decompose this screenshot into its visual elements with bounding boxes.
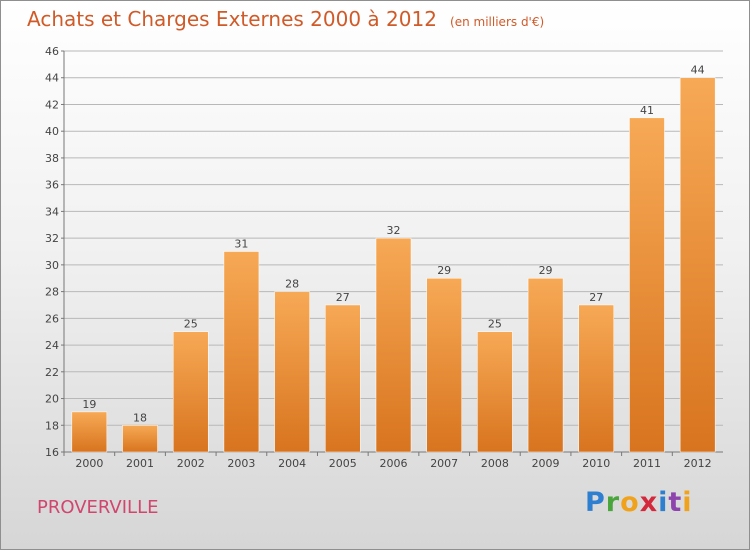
x-tick-label: 2004: [278, 457, 306, 470]
bar-value-label: 27: [336, 291, 350, 304]
bar-value-label: 27: [589, 291, 603, 304]
bar-value-label: 29: [437, 264, 451, 277]
logo-letter: P: [585, 487, 606, 518]
logo-letter: i: [682, 487, 693, 518]
y-tick-label: 20: [45, 393, 59, 406]
location-name: PROVERVILLE: [37, 497, 159, 518]
bar: [375, 237, 412, 453]
x-tick-label: 2001: [126, 457, 154, 470]
y-tick-label: 44: [45, 72, 59, 85]
x-tick-label: 2010: [582, 457, 610, 470]
bar-value-label: 32: [387, 224, 401, 237]
y-tick-label: 42: [45, 98, 59, 111]
logo-letter: i: [658, 487, 669, 518]
chart-subtitle: (en milliers d'€): [450, 15, 545, 29]
bar-value-label: 18: [133, 411, 147, 424]
bar: [629, 117, 665, 453]
bar: [578, 304, 615, 453]
x-tick-label: 2008: [481, 457, 509, 470]
x-tick-label: 2002: [177, 457, 205, 470]
y-tick-label: 26: [45, 312, 59, 325]
bar-value-label: 25: [488, 318, 502, 331]
bar: [172, 331, 209, 453]
y-tick-label: 24: [45, 339, 59, 352]
y-tick-label: 40: [45, 125, 59, 138]
logo-letter: o: [620, 487, 640, 518]
bar: [325, 304, 361, 453]
y-tick-label: 34: [45, 205, 59, 218]
bar: [527, 277, 564, 453]
y-tick-label: 30: [45, 259, 59, 272]
x-tick-label: 2009: [532, 457, 560, 470]
bar-value-label: 41: [640, 104, 654, 117]
y-tick-label: 38: [45, 152, 59, 165]
bar-value-label: 31: [234, 238, 248, 251]
bar-value-label: 44: [691, 64, 705, 77]
logo-letter: t: [668, 487, 683, 518]
y-tick-label: 22: [45, 366, 59, 379]
y-tick-label: 18: [45, 419, 59, 432]
proxiti-logo: Proxiti: [585, 487, 693, 518]
logo-letter: r: [605, 487, 621, 518]
y-tick-label: 32: [45, 232, 59, 245]
x-tick-label: 2003: [227, 457, 255, 470]
x-tick-label: 2011: [633, 457, 661, 470]
x-tick-label: 2000: [75, 457, 103, 470]
y-tick-label: 16: [45, 446, 59, 459]
bar-value-label: 29: [539, 264, 553, 277]
bar: [122, 425, 158, 453]
title-row: Achats et Charges Externes 2000 à 2012 (…: [27, 7, 544, 31]
y-tick-label: 36: [45, 179, 59, 192]
x-tick-label: 2007: [430, 457, 458, 470]
bar: [223, 251, 260, 453]
y-tick-label: 46: [45, 45, 59, 58]
chart-title: Achats et Charges Externes 2000 à 2012: [27, 7, 437, 31]
logo-letter: x: [639, 487, 659, 518]
bar-value-label: 19: [82, 398, 96, 411]
y-tick-label: 28: [45, 286, 59, 299]
bar: [274, 291, 310, 453]
x-tick-label: 2006: [380, 457, 408, 470]
bar: [71, 411, 108, 453]
x-tick-label: 2005: [329, 457, 357, 470]
x-tick-label: 2012: [684, 457, 712, 470]
bar: [426, 277, 462, 453]
bar: [679, 77, 716, 453]
bar-value-label: 28: [285, 278, 299, 291]
bar: [477, 331, 513, 453]
bar-value-label: 25: [184, 318, 198, 331]
